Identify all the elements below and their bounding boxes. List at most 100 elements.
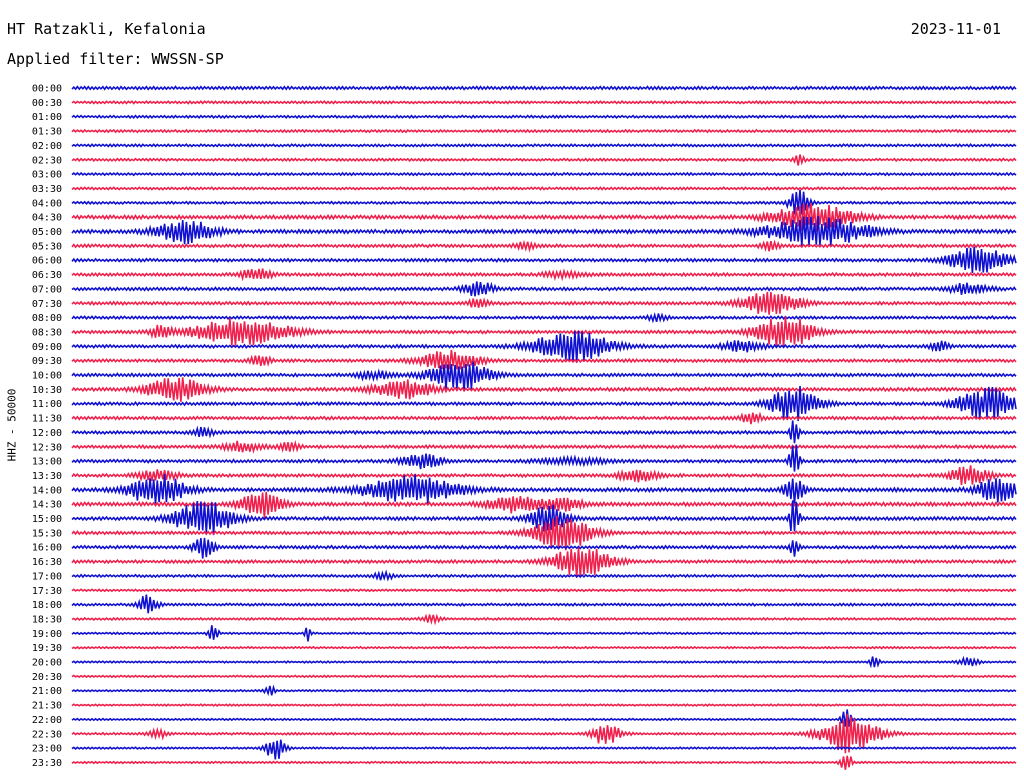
time-tick-label: 06:30 — [32, 270, 62, 281]
seismic-trace — [71, 239, 1017, 253]
time-tick-label: 21:00 — [32, 686, 62, 697]
seismic-trace — [71, 349, 1017, 370]
seismic-trace — [71, 655, 1017, 669]
seismic-trace — [71, 709, 1017, 727]
time-tick-label: 23:30 — [32, 758, 62, 769]
time-tick-label: 08:30 — [32, 327, 62, 338]
time-tick-label: 23:00 — [32, 744, 62, 755]
time-tick-label: 16:00 — [32, 543, 62, 554]
seismic-trace — [71, 569, 1017, 582]
seismic-trace — [71, 420, 1017, 444]
time-tick-label: 19:00 — [32, 629, 62, 640]
time-label-group: 00:00 00:30 01:00 01:30 02:00 02:30 03:00 03:30… — [32, 84, 62, 769]
time-tick-label: 17:30 — [32, 586, 62, 597]
filter-label: Applied filter: WWSSN-SP — [7, 50, 224, 68]
seismic-trace — [71, 331, 1017, 363]
time-tick-label: 07:00 — [32, 284, 62, 295]
time-tick-label: 18:00 — [32, 600, 62, 611]
time-tick-label: 13:00 — [32, 457, 62, 468]
time-tick-label: 09:30 — [32, 356, 62, 367]
seismic-trace — [71, 515, 1017, 551]
seismic-trace — [71, 613, 1017, 626]
time-tick-label: 12:30 — [32, 442, 62, 453]
time-tick-label: 06:00 — [32, 256, 62, 267]
time-tick-label: 04:30 — [32, 213, 62, 224]
station-title: HT Ratzakli, Kefalonia — [7, 20, 206, 38]
time-tick-label: 15:30 — [32, 528, 62, 539]
time-tick-label: 21:30 — [32, 701, 62, 712]
time-tick-label: 11:30 — [32, 414, 62, 425]
seismic-trace — [71, 547, 1017, 578]
seismic-trace — [71, 674, 1017, 679]
seismic-trace — [71, 316, 1017, 348]
seismic-trace — [71, 99, 1017, 105]
time-tick-label: 00:00 — [32, 84, 62, 95]
time-tick-label: 14:00 — [32, 485, 62, 496]
time-tick-label: 10:00 — [32, 371, 62, 382]
seismic-trace — [71, 713, 1017, 754]
seismic-trace — [71, 645, 1017, 650]
seismic-trace — [71, 684, 1017, 697]
time-tick-label: 12:00 — [32, 428, 62, 439]
seismic-trace — [71, 246, 1017, 273]
seismic-trace — [71, 85, 1017, 91]
seismic-trace — [71, 439, 1017, 454]
seismic-trace — [71, 625, 1017, 642]
time-tick-label: 02:00 — [32, 141, 62, 152]
time-tick-label: 04:00 — [32, 198, 62, 209]
time-tick-label: 02:30 — [32, 155, 62, 166]
seismic-trace — [71, 755, 1017, 770]
plot-date: 2023-11-01 — [910, 20, 1001, 38]
time-tick-label: 03:00 — [32, 170, 62, 181]
seismic-trace — [71, 268, 1017, 282]
seismic-trace — [71, 377, 1017, 402]
time-tick-label: 17:00 — [32, 571, 62, 582]
time-tick-label: 22:30 — [32, 729, 62, 740]
seismic-trace — [71, 739, 1017, 760]
time-tick-label: 05:00 — [32, 227, 62, 238]
time-tick-label: 05:30 — [32, 241, 62, 252]
time-tick-label: 10:30 — [32, 385, 62, 396]
time-tick-label: 00:30 — [32, 98, 62, 109]
time-tick-label: 16:30 — [32, 557, 62, 568]
seismic-trace — [71, 588, 1017, 593]
seismic-trace — [71, 143, 1017, 148]
seismic-trace — [71, 312, 1017, 324]
seismic-trace — [71, 703, 1017, 707]
seismic-trace — [71, 171, 1017, 177]
seismic-trace — [71, 189, 1017, 215]
trace-group — [71, 85, 1017, 770]
seismic-trace — [71, 202, 1017, 232]
seismic-trace — [71, 361, 1017, 392]
seismic-trace — [71, 473, 1017, 504]
time-tick-label: 15:00 — [32, 514, 62, 525]
seismic-trace — [71, 128, 1017, 134]
seismic-trace — [71, 411, 1017, 425]
time-tick-label: 20:00 — [32, 658, 62, 669]
seismic-trace — [71, 537, 1017, 559]
time-tick-label: 13:30 — [32, 471, 62, 482]
seismic-trace — [71, 186, 1017, 191]
seismic-trace — [71, 594, 1017, 614]
seismic-trace — [71, 114, 1017, 120]
time-tick-label: 22:00 — [32, 715, 62, 726]
seismic-trace — [71, 500, 1017, 536]
time-tick-label: 03:30 — [32, 184, 62, 195]
time-tick-label: 14:30 — [32, 500, 62, 511]
seismic-trace — [71, 491, 1017, 519]
time-tick-label: 08:00 — [32, 313, 62, 324]
seismic-trace — [71, 281, 1017, 297]
time-tick-label: 07:30 — [32, 299, 62, 310]
seismic-trace — [71, 216, 1017, 246]
time-tick-label: 18:30 — [32, 614, 62, 625]
time-tick-label: 20:30 — [32, 672, 62, 683]
seismic-trace — [71, 154, 1017, 166]
seismic-trace — [71, 465, 1017, 485]
time-tick-label: 09:00 — [32, 342, 62, 353]
time-tick-label: 19:30 — [32, 643, 62, 654]
seismic-trace — [71, 386, 1017, 422]
seismic-trace — [71, 291, 1017, 315]
time-tick-label: 01:30 — [32, 127, 62, 138]
seismic-trace — [71, 444, 1017, 472]
